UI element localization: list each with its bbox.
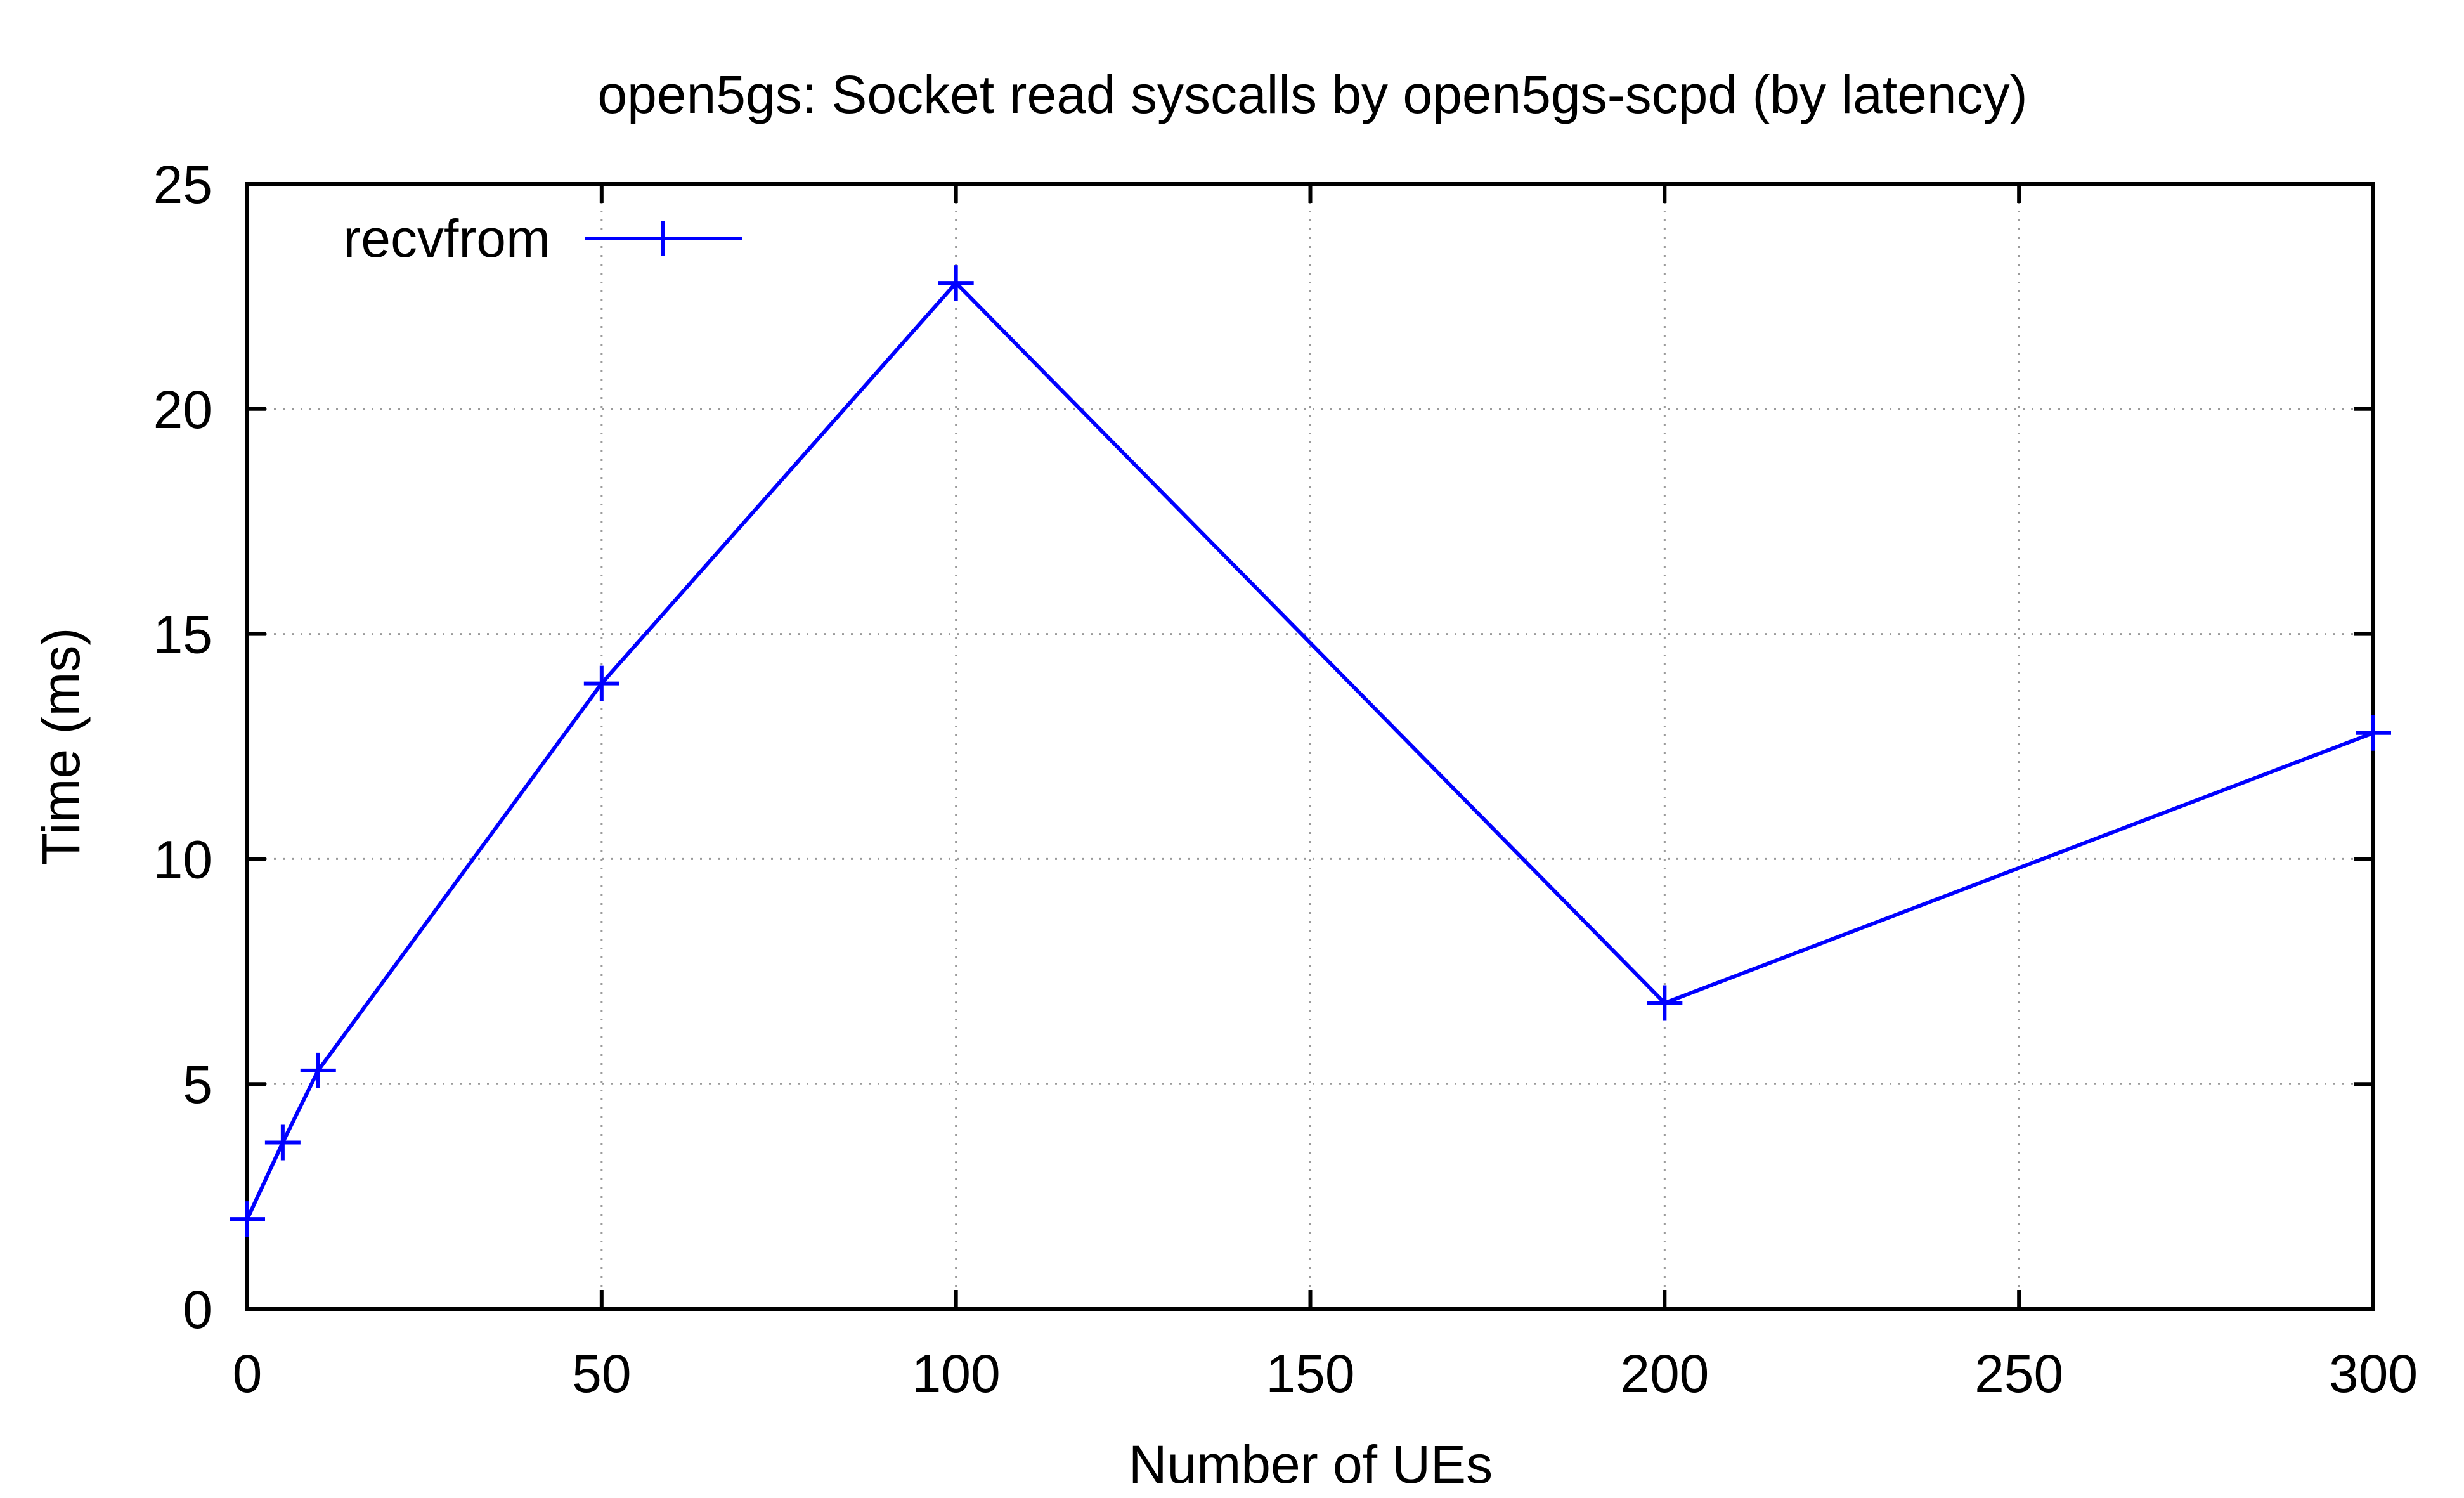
data-point-recvfrom-10 xyxy=(300,1052,336,1088)
legend: recvfrom xyxy=(343,209,742,268)
x-tick-label-50: 50 xyxy=(572,1344,631,1404)
series-line-recvfrom xyxy=(245,280,2375,1220)
x-tick-labels: 0 50 100 150 200 250 300 xyxy=(233,1344,2418,1404)
x-axis-label: Number of UEs xyxy=(1129,1435,1493,1494)
y-axis-label: Time (ms) xyxy=(31,628,91,866)
y-tick-label-20: 20 xyxy=(153,380,212,440)
data-series xyxy=(230,265,2391,1237)
y-tick-label-25: 25 xyxy=(153,155,212,214)
x-tick-label-200: 200 xyxy=(1620,1344,1709,1404)
y-tick-label-5: 5 xyxy=(183,1055,212,1114)
data-point-recvfrom-50 xyxy=(583,665,619,701)
grid xyxy=(247,184,2373,1309)
y-tick-label-10: 10 xyxy=(153,830,212,889)
data-point-recvfrom-5 xyxy=(264,1124,301,1161)
legend-label-recvfrom: recvfrom xyxy=(343,209,550,268)
y-tick-label-15: 15 xyxy=(153,605,212,665)
y-tick-label-0: 0 xyxy=(183,1280,212,1339)
x-tick-label-150: 150 xyxy=(1266,1344,1354,1404)
data-point-recvfrom-200 xyxy=(1647,985,1683,1021)
x-tick-label-300: 300 xyxy=(2329,1344,2418,1404)
x-tick-label-250: 250 xyxy=(1974,1344,2063,1404)
data-point-recvfrom-0 xyxy=(230,1201,265,1237)
y-tick-labels: 0 5 10 15 20 25 xyxy=(153,155,212,1339)
x-tick-label-0: 0 xyxy=(233,1344,263,1404)
data-point-recvfrom-100 xyxy=(938,265,974,301)
chart-title: open5gs: Socket read syscalls by open5gs… xyxy=(597,65,2027,124)
data-point-recvfrom-300 xyxy=(2356,715,2391,751)
x-tick-label-100: 100 xyxy=(912,1344,1001,1404)
